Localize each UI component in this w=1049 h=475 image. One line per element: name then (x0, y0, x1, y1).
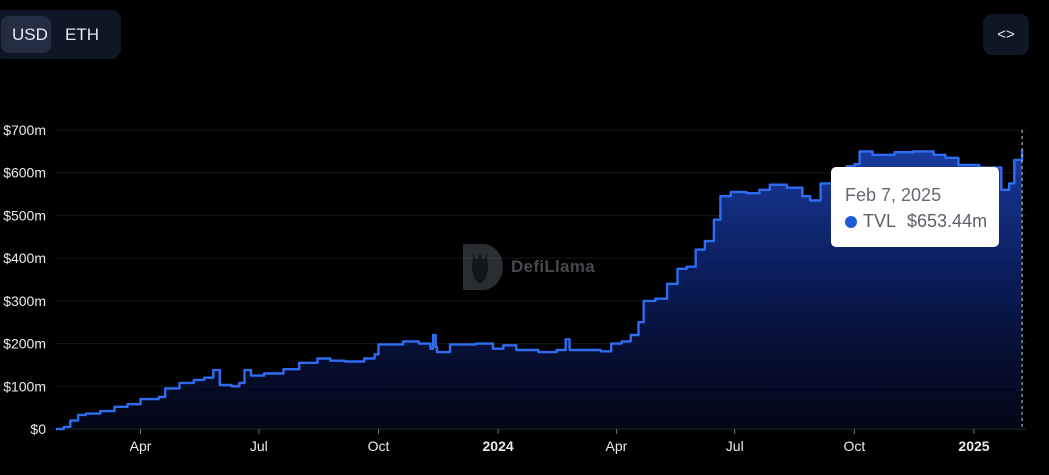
y-tick-label: $400m (3, 250, 46, 266)
x-tick-label: Oct (368, 438, 390, 454)
code-brackets-icon: <> (997, 26, 1015, 43)
usd-toggle-button[interactable]: USD (1, 16, 51, 53)
x-tick-label: Apr (130, 438, 152, 454)
eth-toggle-button[interactable]: ETH (65, 24, 99, 44)
y-tick-label: $0 (30, 421, 46, 437)
x-tick-label: Jul (250, 438, 268, 454)
x-tick-label: 2024 (483, 438, 514, 454)
y-tick-label: $300m (3, 293, 46, 309)
y-tick-label: $200m (3, 336, 46, 352)
y-tick-label: $100m (3, 378, 46, 394)
y-tick-label: $500m (3, 207, 46, 223)
tooltip-value: $653.44m (907, 211, 988, 231)
chart-tooltip: Feb 7, 2025 TVL $653.44m (831, 167, 999, 247)
tooltip-series-row: TVL $653.44m (845, 211, 999, 232)
watermark-text: DefiLlama (511, 257, 595, 276)
defillama-watermark: DefiLlama (459, 242, 595, 292)
y-axis: $0 $100m $200m $300m $400m $500m $600m $700m (3, 122, 46, 437)
embed-code-button[interactable]: <> (983, 14, 1029, 55)
x-tick-label: 2025 (958, 438, 989, 454)
tvl-area (56, 149, 1023, 429)
llama-logo-icon (463, 244, 503, 290)
x-tick-label: Apr (606, 438, 628, 454)
tooltip-date: Feb 7, 2025 (845, 185, 942, 205)
currency-toggle: USD ETH (0, 10, 121, 59)
x-tick-label: Jul (726, 438, 744, 454)
series-dot-icon (845, 215, 857, 228)
tvl-line (56, 149, 1024, 431)
y-tick-label: $600m (3, 165, 46, 181)
x-tick-label: Oct (843, 438, 865, 454)
x-axis: Apr Jul Oct 2024 Apr Jul Oct 2025 (130, 429, 990, 454)
tooltip-series-name: TVL (863, 211, 897, 231)
y-tick-label: $700m (3, 122, 46, 138)
